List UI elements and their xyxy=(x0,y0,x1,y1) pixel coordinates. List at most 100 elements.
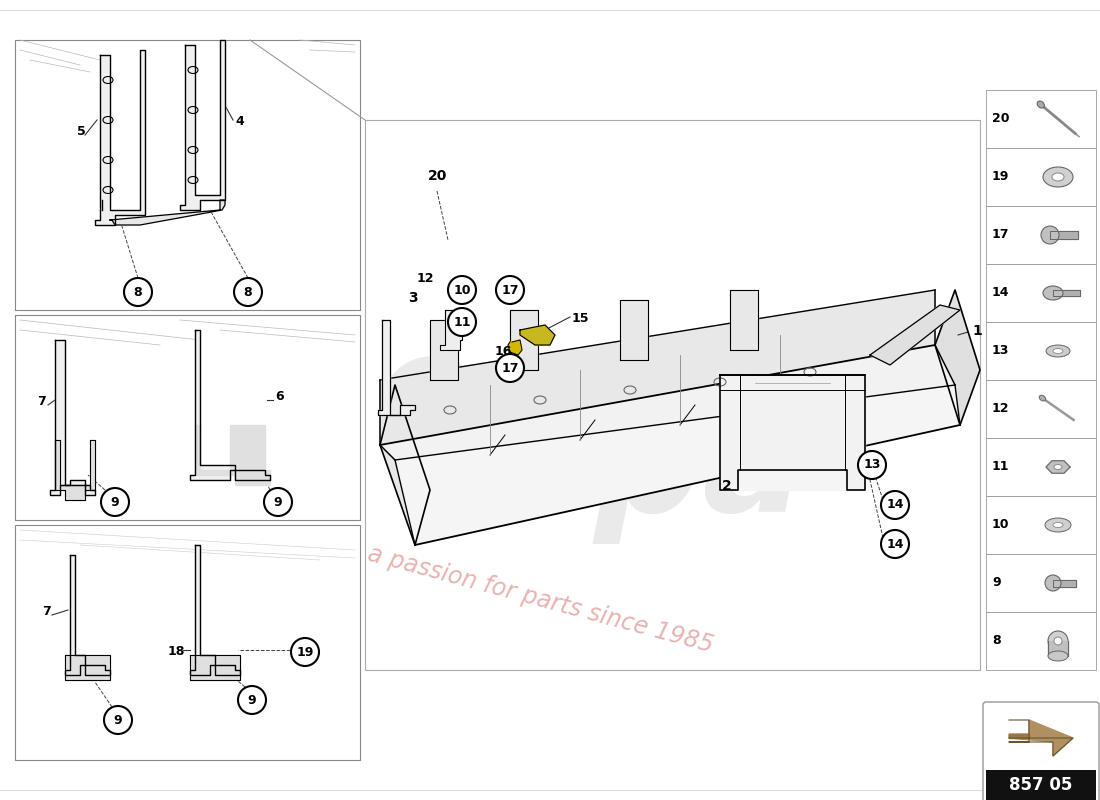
Polygon shape xyxy=(1053,290,1080,296)
Ellipse shape xyxy=(1045,575,1062,591)
Ellipse shape xyxy=(1046,345,1070,357)
Circle shape xyxy=(234,278,262,306)
Circle shape xyxy=(448,276,476,304)
Text: 5: 5 xyxy=(77,125,86,138)
Text: 10: 10 xyxy=(453,283,471,297)
Ellipse shape xyxy=(1053,349,1063,354)
Circle shape xyxy=(881,491,909,519)
Text: 17: 17 xyxy=(502,283,519,297)
Polygon shape xyxy=(110,200,226,225)
Ellipse shape xyxy=(1048,631,1068,651)
Polygon shape xyxy=(510,310,538,370)
Bar xyxy=(986,206,1096,264)
Polygon shape xyxy=(508,340,522,355)
Polygon shape xyxy=(730,290,758,350)
FancyBboxPatch shape xyxy=(983,702,1099,800)
Bar xyxy=(986,612,1096,670)
Circle shape xyxy=(101,488,129,516)
Ellipse shape xyxy=(1040,395,1046,401)
Ellipse shape xyxy=(1054,637,1062,645)
Text: pa: pa xyxy=(594,395,806,545)
Text: 9: 9 xyxy=(992,577,1001,590)
Polygon shape xyxy=(1053,579,1076,586)
Text: 20: 20 xyxy=(428,169,448,183)
Polygon shape xyxy=(620,300,648,360)
Text: 13: 13 xyxy=(864,458,881,471)
Ellipse shape xyxy=(1041,226,1059,244)
Text: 4: 4 xyxy=(235,115,244,128)
Polygon shape xyxy=(190,330,270,480)
Polygon shape xyxy=(1009,720,1072,756)
Bar xyxy=(15,525,360,760)
Bar xyxy=(986,770,1096,800)
Circle shape xyxy=(124,278,152,306)
Bar xyxy=(986,148,1096,206)
Circle shape xyxy=(496,354,524,382)
Text: 9: 9 xyxy=(274,495,283,509)
Text: 9: 9 xyxy=(111,495,119,509)
Ellipse shape xyxy=(1048,651,1068,661)
Ellipse shape xyxy=(1043,167,1072,187)
Polygon shape xyxy=(395,385,960,545)
Text: a passion for parts since 1985: a passion for parts since 1985 xyxy=(364,542,715,658)
Ellipse shape xyxy=(1054,465,1062,470)
Text: 7: 7 xyxy=(37,395,46,408)
Text: 20: 20 xyxy=(992,113,1010,126)
Text: 6: 6 xyxy=(275,390,284,403)
Polygon shape xyxy=(190,655,240,680)
Polygon shape xyxy=(1046,461,1070,474)
Circle shape xyxy=(264,488,292,516)
Bar xyxy=(15,315,360,520)
Polygon shape xyxy=(55,440,95,500)
Text: 8: 8 xyxy=(244,286,252,298)
Polygon shape xyxy=(430,320,458,380)
Text: 14: 14 xyxy=(992,286,1010,299)
Polygon shape xyxy=(379,345,955,460)
Text: 11: 11 xyxy=(992,461,1010,474)
Circle shape xyxy=(881,530,909,558)
Bar xyxy=(15,40,360,310)
Polygon shape xyxy=(50,340,95,495)
Polygon shape xyxy=(65,655,110,680)
Text: 9: 9 xyxy=(113,714,122,726)
Circle shape xyxy=(496,276,524,304)
Bar xyxy=(986,264,1096,322)
Text: 14: 14 xyxy=(887,538,904,550)
Polygon shape xyxy=(1048,641,1068,656)
Text: 12: 12 xyxy=(992,402,1010,415)
Text: 18: 18 xyxy=(168,645,186,658)
Text: 12: 12 xyxy=(417,272,434,285)
Text: 1: 1 xyxy=(972,324,981,338)
Text: 7: 7 xyxy=(42,605,51,618)
Polygon shape xyxy=(378,320,415,415)
Text: 13: 13 xyxy=(992,345,1010,358)
Ellipse shape xyxy=(1053,522,1063,527)
Text: 10: 10 xyxy=(992,518,1010,531)
Bar xyxy=(986,496,1096,554)
Polygon shape xyxy=(190,545,240,675)
Polygon shape xyxy=(65,555,110,675)
Text: 2: 2 xyxy=(722,479,732,493)
Text: 14: 14 xyxy=(887,498,904,511)
Polygon shape xyxy=(720,375,865,390)
Circle shape xyxy=(238,686,266,714)
Polygon shape xyxy=(379,385,430,545)
Bar xyxy=(986,380,1096,438)
Text: 17: 17 xyxy=(502,362,519,374)
Ellipse shape xyxy=(1052,173,1064,181)
Polygon shape xyxy=(870,305,960,365)
Polygon shape xyxy=(1050,231,1078,239)
Text: 8: 8 xyxy=(134,286,142,298)
Polygon shape xyxy=(180,40,226,210)
Polygon shape xyxy=(720,375,865,490)
Bar xyxy=(986,438,1096,496)
Text: 3: 3 xyxy=(408,291,418,305)
Bar xyxy=(365,120,980,670)
Polygon shape xyxy=(520,325,556,345)
Ellipse shape xyxy=(1037,101,1044,108)
Bar xyxy=(986,554,1096,612)
Polygon shape xyxy=(95,50,145,225)
Text: rts: rts xyxy=(733,346,908,454)
Text: 16: 16 xyxy=(495,345,513,358)
Text: 19: 19 xyxy=(992,170,1010,183)
